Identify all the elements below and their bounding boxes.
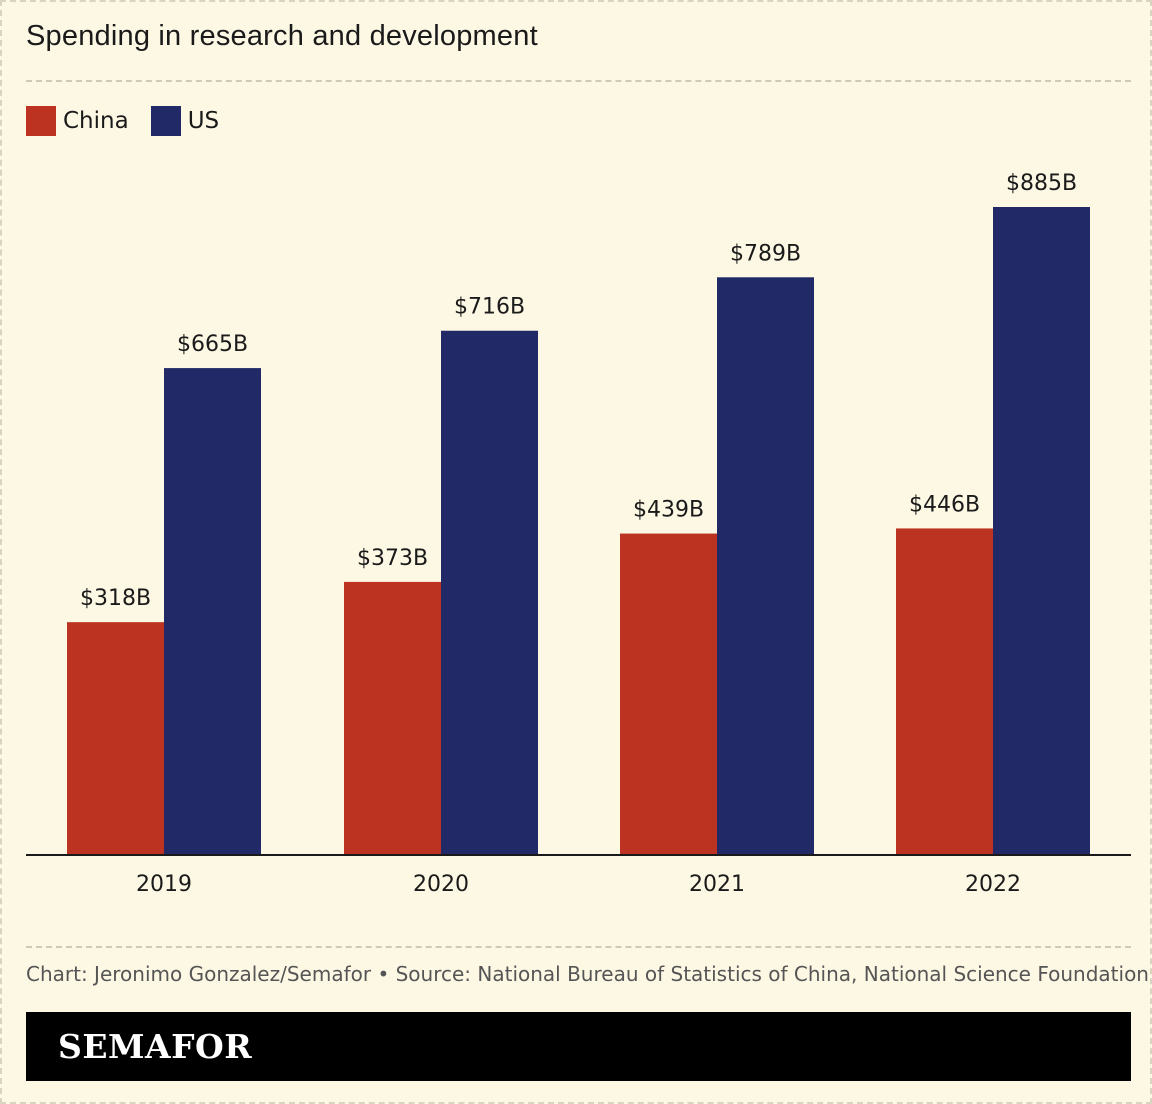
legend-item-china: China	[26, 106, 129, 136]
bar-china-2020	[344, 581, 441, 855]
bar-chart: $318B $665B 2019 $373B $716B 2020 $439B $789B 20…	[26, 171, 1131, 897]
x-tick-label-2021: 2021	[689, 872, 745, 897]
legend-item-us: US	[150, 106, 220, 136]
bar-us-2022	[993, 207, 1090, 855]
value-label-us-2022: $885B	[1006, 171, 1077, 196]
value-label-china-2021: $439B	[633, 498, 704, 523]
legend-label-china: China	[63, 108, 129, 134]
chart-title: Spending in research and development	[26, 20, 538, 52]
bar-china-2022	[896, 528, 993, 855]
bar-us-2019	[164, 368, 261, 855]
bar-china-2019	[67, 622, 164, 855]
brand-bar: SEMAFOR	[26, 1012, 1131, 1081]
bar-us-2020	[441, 330, 538, 855]
value-label-us-2019: $665B	[177, 332, 248, 357]
x-tick-label-2019: 2019	[136, 872, 192, 897]
legend-swatch-us	[150, 106, 181, 136]
value-label-china-2019: $318B	[80, 586, 151, 611]
x-tick-label-2020: 2020	[413, 872, 469, 897]
value-label-us-2020: $716B	[454, 295, 525, 320]
bar-china-2021	[620, 533, 717, 855]
bar-us-2021	[717, 277, 814, 856]
legend-label-us: US	[187, 108, 220, 134]
title-divider	[26, 80, 1131, 82]
legend: China US	[26, 106, 241, 136]
semafor-logo: SEMAFOR	[58, 1027, 253, 1066]
source-note: Chart: Jeronimo Gonzalez/Semafor • Sourc…	[26, 962, 1149, 986]
value-label-us-2021: $789B	[730, 241, 801, 266]
footer-divider	[26, 946, 1131, 948]
legend-swatch-china	[26, 106, 56, 136]
value-label-china-2020: $373B	[357, 546, 428, 571]
x-tick-label-2022: 2022	[965, 872, 1021, 897]
value-label-china-2022: $446B	[909, 492, 980, 517]
